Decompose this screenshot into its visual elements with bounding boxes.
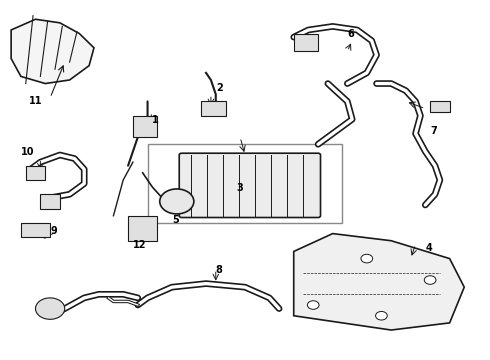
Bar	[147, 144, 343, 223]
Text: 2: 2	[216, 83, 222, 93]
Bar	[26, 166, 45, 180]
Circle shape	[361, 254, 373, 263]
Polygon shape	[11, 19, 94, 84]
Circle shape	[160, 189, 194, 214]
Bar	[128, 216, 157, 241]
Text: 5: 5	[172, 215, 179, 225]
Bar	[40, 194, 60, 208]
Text: 9: 9	[50, 226, 57, 235]
Bar	[430, 102, 450, 112]
Bar	[294, 33, 318, 51]
Text: 7: 7	[430, 126, 437, 136]
Text: 8: 8	[216, 265, 222, 275]
Text: 4: 4	[425, 243, 432, 253]
Bar	[21, 223, 50, 237]
Text: 3: 3	[237, 183, 244, 193]
FancyBboxPatch shape	[179, 153, 320, 217]
Circle shape	[375, 311, 387, 320]
Text: 12: 12	[133, 240, 147, 250]
Circle shape	[424, 276, 436, 284]
Circle shape	[35, 298, 65, 319]
Circle shape	[307, 301, 319, 309]
Text: 11: 11	[29, 96, 42, 107]
Text: 10: 10	[21, 147, 34, 157]
Polygon shape	[294, 234, 464, 330]
Text: 6: 6	[347, 29, 354, 39]
Bar	[201, 102, 225, 116]
Text: 1: 1	[152, 115, 159, 125]
Bar	[133, 116, 157, 137]
